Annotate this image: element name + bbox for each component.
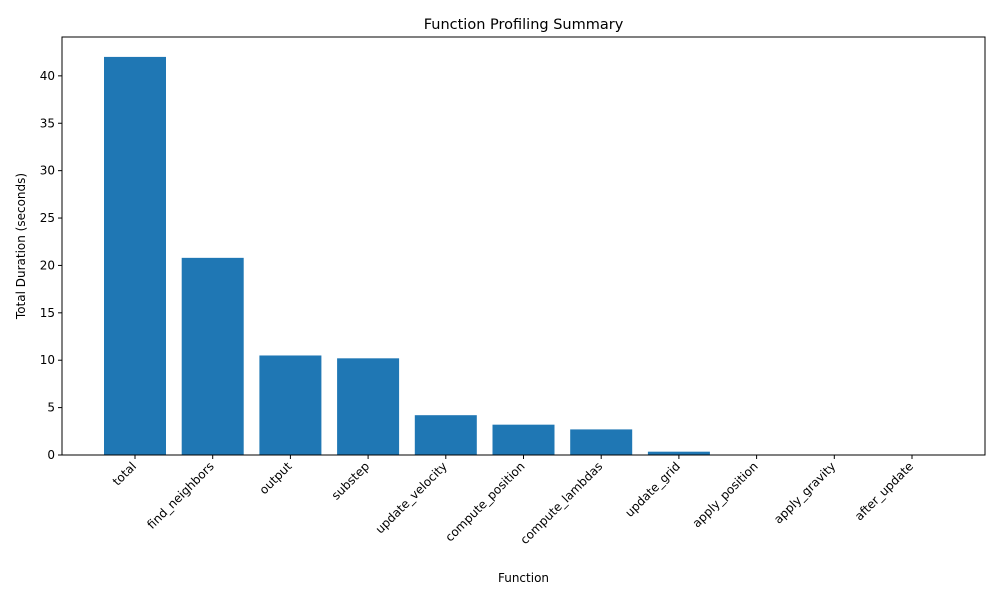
y-tick-label: 20 (40, 258, 55, 272)
x-axis-label: Function (498, 571, 549, 585)
x-tick-label: after_update (852, 459, 916, 523)
y-tick-label: 35 (40, 116, 55, 130)
x-tick-label: find_neighbors (144, 459, 216, 531)
bars-group (104, 56, 943, 456)
y-tick-label: 5 (47, 401, 55, 415)
y-tick-label: 15 (40, 306, 55, 320)
x-tick-label: apply_gravity (771, 459, 838, 526)
chart-title: Function Profiling Summary (424, 17, 624, 33)
y-tick-label: 40 (40, 69, 55, 83)
y-axis-label: Total Duration (seconds) (14, 173, 28, 320)
x-tick-label: total (110, 459, 139, 488)
x-tick-label: update_grid (622, 459, 683, 520)
bar-update_velocity (414, 415, 477, 455)
y-tick-label: 0 (47, 448, 55, 462)
bar-find_neighbors (181, 257, 244, 455)
x-tick-label: substep (329, 459, 372, 502)
x-tick-label: update_velocity (373, 459, 450, 536)
x-tick-label: compute_position (442, 459, 527, 544)
bar-substep (337, 358, 400, 455)
bar-update_grid (647, 451, 710, 455)
bar-total (104, 56, 166, 456)
plot-frame (61, 36, 986, 456)
x-tick-label: apply_position (690, 459, 761, 530)
y-tick-label: 25 (40, 211, 55, 225)
bar-compute_position (492, 424, 555, 455)
y-axis: 0 5 10 15 20 25 30 35 40 (40, 69, 62, 462)
x-tick-label: output (257, 459, 295, 497)
y-tick-label: 10 (40, 353, 55, 367)
bar-output (259, 355, 322, 455)
bar-compute_lambdas (570, 429, 633, 455)
y-tick-label: 30 (40, 164, 55, 178)
x-axis: total find_neighbors output substep update_v… (110, 455, 916, 547)
x-tick-label: compute_lambdas (518, 459, 606, 547)
